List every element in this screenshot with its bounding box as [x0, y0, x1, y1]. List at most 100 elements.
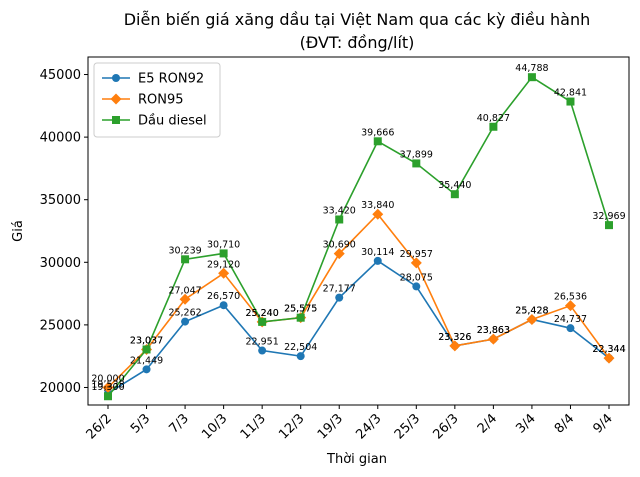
data-point — [335, 215, 344, 224]
data-point — [527, 73, 536, 82]
data-point — [526, 314, 538, 326]
data-label: 25,240 — [246, 308, 279, 319]
series-line — [107, 213, 610, 389]
data-label: 19,538 — [91, 379, 124, 390]
legend-marker — [112, 74, 120, 82]
data-label: 39,666 — [361, 127, 394, 138]
data-label: 44,788 — [515, 63, 548, 74]
data-label: 40,827 — [477, 113, 510, 124]
data-point — [373, 256, 382, 265]
series-line — [107, 259, 610, 394]
data-label: 25,428 — [515, 306, 548, 317]
y-tick-label: 35000 — [40, 193, 81, 208]
x-tick-label: 7/3 — [167, 411, 192, 436]
data-label: 30,690 — [323, 240, 356, 251]
x-tick-label: 3/4 — [513, 411, 538, 436]
legend-marker — [110, 93, 122, 105]
y-tick-label: 25000 — [40, 318, 81, 333]
x-tick-label: 26/2 — [84, 411, 115, 442]
data-label: 22,344 — [592, 344, 625, 355]
data-point — [372, 208, 384, 220]
data-label: 23,326 — [438, 332, 471, 343]
data-point — [566, 97, 575, 106]
data-label: 35,440 — [438, 180, 471, 191]
data-point — [181, 317, 190, 326]
data-point — [142, 345, 151, 354]
data-label: 37,899 — [400, 149, 433, 160]
data-point — [487, 333, 499, 345]
x-tick-label: 5/3 — [128, 411, 153, 436]
data-label: 29,957 — [400, 249, 433, 260]
x-tick-label: 24/3 — [353, 411, 384, 442]
data-point — [219, 301, 228, 310]
y-tick-label: 20000 — [40, 381, 81, 396]
y-tick-label: 45000 — [40, 68, 81, 83]
x-tick-label: 19/3 — [315, 411, 346, 442]
data-point — [412, 282, 421, 291]
data-label: 32,969 — [592, 211, 625, 222]
data-point — [218, 267, 230, 279]
data-point — [258, 346, 267, 355]
data-label: 42,841 — [554, 88, 587, 99]
y-tick-label: 40000 — [40, 131, 81, 146]
data-label: 23,863 — [477, 325, 510, 336]
data-point — [450, 190, 459, 199]
data-label: 22,504 — [284, 342, 317, 353]
x-axis-label: Thời gian — [326, 452, 387, 467]
data-label: 27,047 — [168, 285, 201, 296]
x-tick-label: 11/3 — [238, 411, 269, 442]
data-label: 26,536 — [554, 292, 587, 303]
plot-area — [87, 56, 630, 406]
data-label: 22,951 — [246, 337, 279, 348]
legend-item-label: RON95 — [138, 93, 184, 108]
data-label: 30,239 — [168, 245, 201, 256]
data-label: 19,300 — [91, 382, 124, 393]
data-label: 22,344 — [592, 344, 625, 355]
series-1 — [102, 208, 615, 393]
data-label: 28,075 — [400, 272, 433, 283]
series-0 — [104, 256, 613, 398]
data-label: 30,710 — [207, 239, 240, 250]
series-2 — [104, 73, 613, 401]
data-point — [564, 300, 576, 312]
data-label: 25,575 — [284, 304, 317, 315]
data-label: 20,000 — [91, 373, 124, 384]
x-tick-label: 2/4 — [475, 411, 500, 436]
series-line — [107, 76, 610, 397]
data-point — [179, 293, 191, 305]
data-label: 29,120 — [207, 259, 240, 270]
data-label: 33,840 — [361, 200, 394, 211]
data-label: 30,114 — [361, 247, 394, 258]
data-point — [142, 365, 151, 374]
data-point — [335, 293, 344, 302]
chart-subtitle: (ĐVT: đồng/lít) — [300, 33, 415, 52]
x-tick-label: 10/3 — [199, 411, 230, 442]
data-label: 21,449 — [130, 355, 163, 366]
chart-title: Diễn biến giá xăng dầu tại Việt Nam qua … — [124, 10, 591, 29]
legend-item-label: E5 RON92 — [138, 72, 204, 87]
data-point — [296, 352, 305, 361]
data-label: 25,262 — [168, 308, 201, 319]
data-point — [102, 381, 114, 393]
data-point — [181, 255, 190, 264]
data-label: 23,037 — [130, 335, 163, 346]
data-point — [410, 257, 422, 269]
legend-marker — [112, 116, 120, 124]
y-axis: 20000 25000 30000 35000 40000 45000 — [40, 68, 88, 396]
data-label: 25,240 — [246, 308, 279, 319]
data-point — [333, 248, 345, 260]
data-point — [412, 159, 421, 168]
x-tick-label: 8/4 — [552, 411, 577, 436]
legend-item-label: Dầu diesel — [138, 114, 207, 129]
data-label: 24,737 — [554, 314, 587, 325]
legend: E5 RON92 RON95 Dầu diesel — [93, 62, 221, 138]
data-label: 23,326 — [438, 332, 471, 343]
data-label: 33,420 — [323, 205, 356, 216]
x-tick-label: 26/3 — [430, 411, 461, 442]
data-point — [489, 122, 498, 131]
data-point — [219, 249, 228, 258]
data-label: 23,863 — [477, 325, 510, 336]
x-tick-label: 25/3 — [392, 411, 423, 442]
data-point — [605, 221, 613, 230]
